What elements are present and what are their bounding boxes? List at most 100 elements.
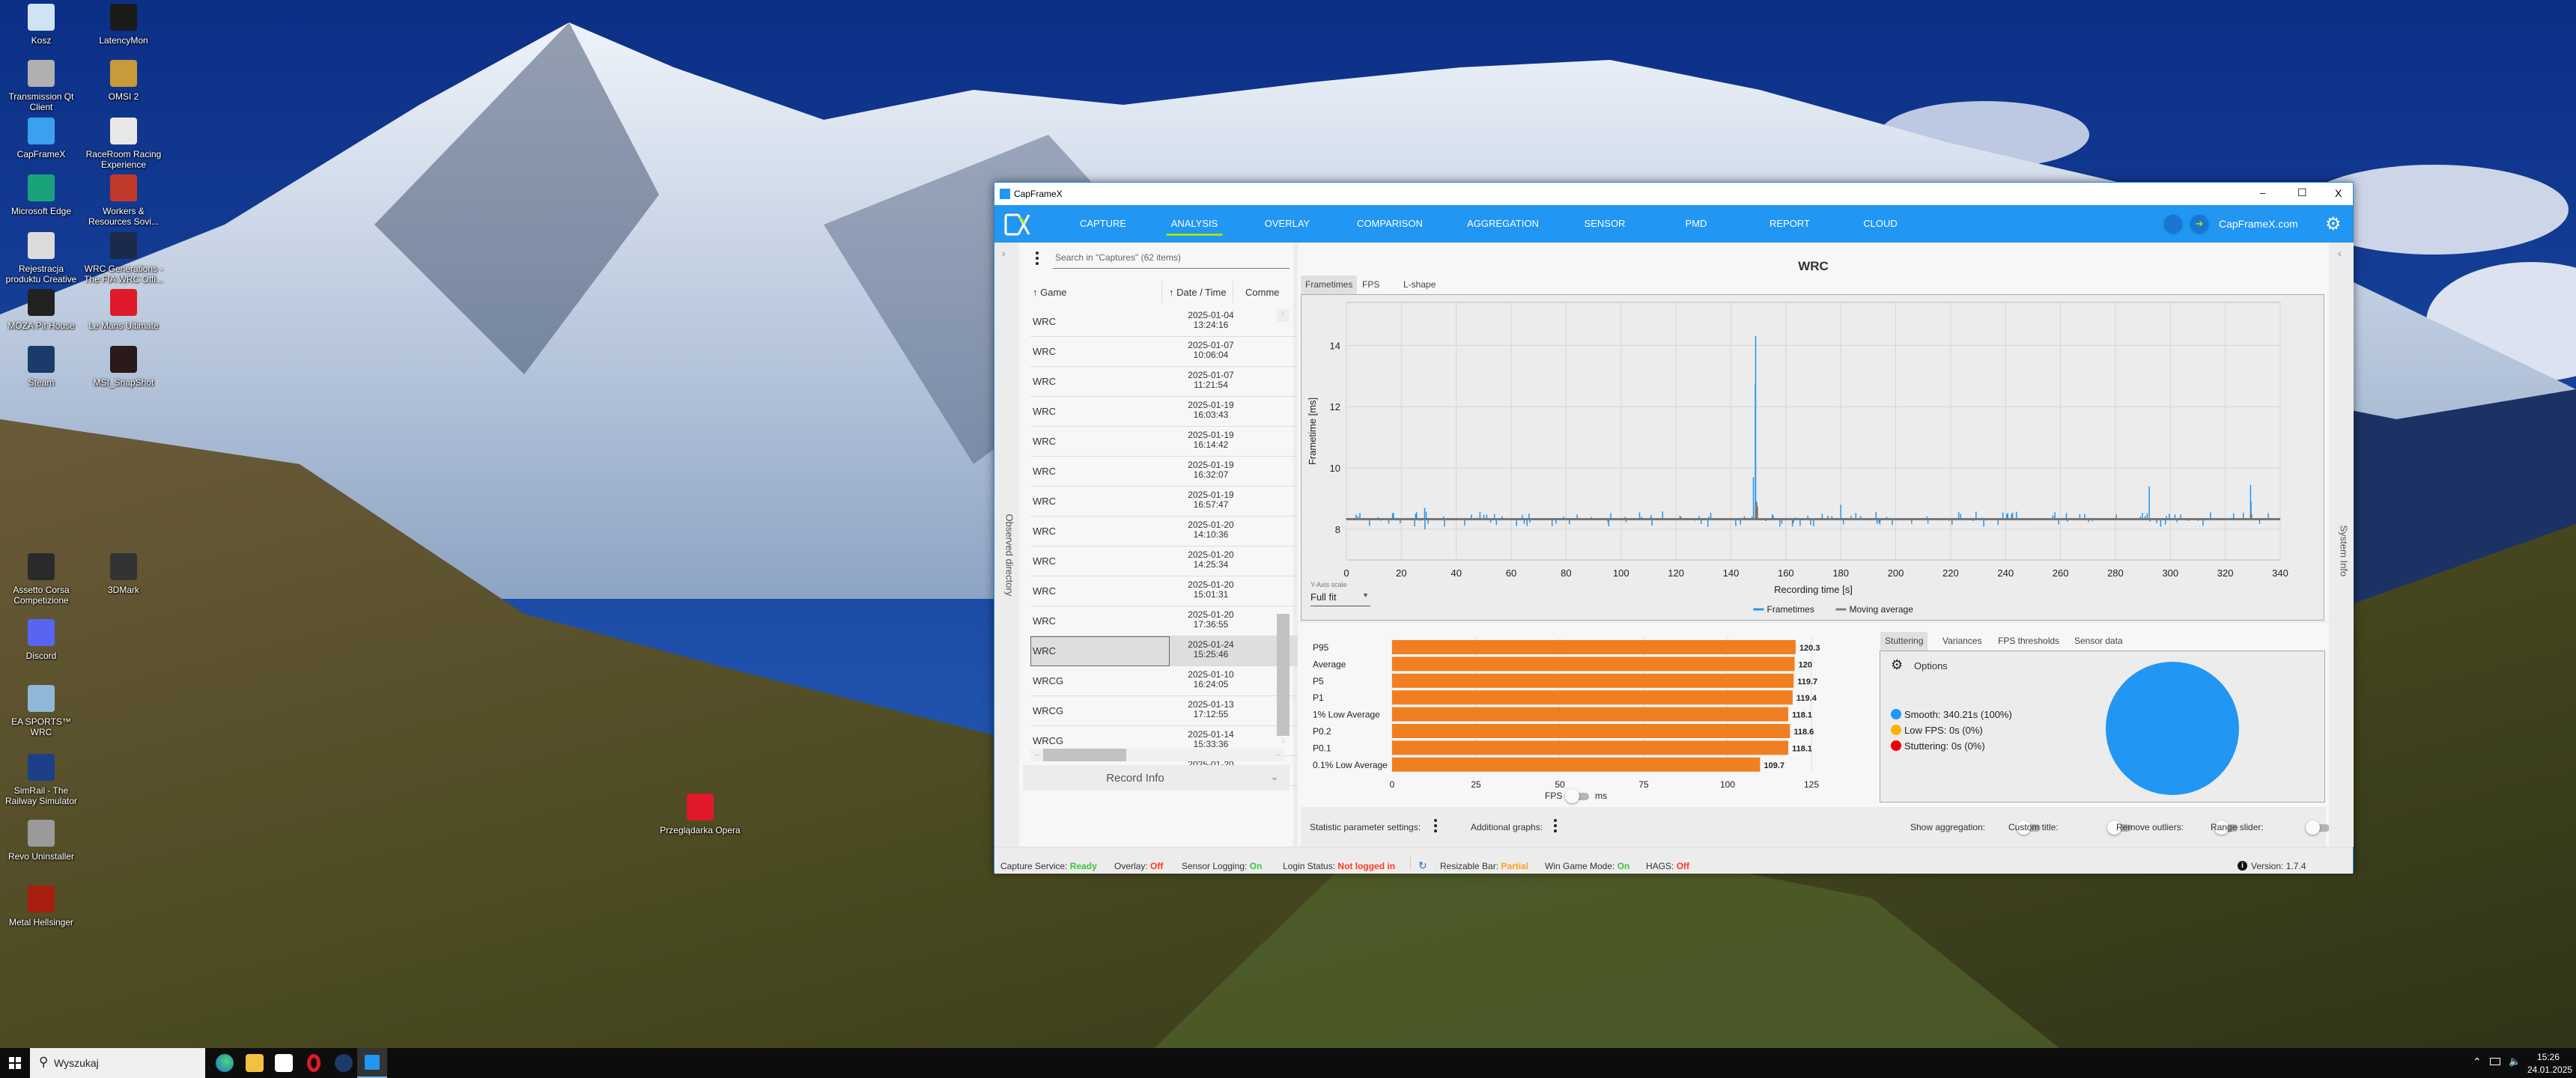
desktop-icon[interactable]: SimRail - The Railway Simulator [0,754,82,806]
table-row[interactable]: WRC 2025-01-07 10:06:04 [1030,337,1301,367]
desktop-icon[interactable]: Revo Uninstaller [0,820,82,862]
table-row[interactable]: WRC 2025-01-19 16:32:07 [1030,457,1301,487]
nav-overlay[interactable]: OVERLAY [1264,218,1310,229]
expand-chevron-icon[interactable]: › [1002,247,1006,259]
switch-toggle[interactable] [2017,820,2041,835]
settings-gear-icon[interactable]: ⚙ [2325,214,2342,234]
screenshot-button[interactable] [2164,215,2182,233]
start-button[interactable] [9,1057,21,1069]
table-row[interactable]: WRC 2025-01-19 16:14:42 [1030,427,1301,457]
refresh-icon[interactable]: ↻ [1418,859,1427,871]
table-row[interactable]: WRC 2025-01-07 11:21:54 [1030,367,1301,397]
desktop-icon[interactable]: MOZA Pit House [0,289,82,331]
login-button[interactable]: ➜ [2190,215,2208,233]
desktop-icon[interactable]: CapFrameX [0,118,82,159]
list-horizontal-scrollbar-thumb[interactable] [1043,749,1126,761]
desktop-icon[interactable]: Metal Hellsinger [0,886,82,928]
desktop-icon[interactable]: RaceRoom Racing Experience [82,118,165,170]
desktop-icon[interactable]: Microsoft Edge [0,174,82,216]
switch-toggle[interactable] [2107,820,2131,835]
tab-sensor-data[interactable]: Sensor data [2074,636,2123,646]
table-row[interactable]: WRC 2025-01-19 16:57:47 [1030,487,1301,517]
volume-icon[interactable]: 🔈 [2509,1056,2521,1067]
table-row[interactable]: WRC 2025-01-19 16:03:43 [1030,397,1301,427]
tray-chevron-icon[interactable]: ⌃ [2473,1056,2482,1068]
desktop-icon[interactable]: WRC Generations - The FIA WRC Offi... [82,232,165,284]
expand-chevron-icon[interactable]: ‹ [2338,247,2342,259]
options-gear-icon[interactable]: ⚙ [1891,657,1904,672]
list-scroll-down-button[interactable]: ↓ [1281,736,1286,745]
table-row[interactable]: WRC 2025-01-04 13:24:16 [1030,307,1301,337]
column-date-time[interactable]: ↑ Date / Time [1169,287,1227,298]
steam-taskbar-icon[interactable] [335,1054,353,1072]
network-icon[interactable] [2490,1058,2500,1065]
options-label[interactable]: Options [1914,660,1948,672]
nav-comparison[interactable]: COMPARISON [1357,218,1423,229]
desktop-icon[interactable]: Steam [0,346,82,388]
table-row[interactable]: WRCG 2025-01-10 16:24:05 [1030,666,1301,696]
observed-directory-strip[interactable]: › Observed directory [994,243,1019,847]
captures-search-input[interactable]: Search in "Captures" (62 items) [1053,249,1289,269]
switch-toggle[interactable] [2214,820,2238,835]
tab-fps[interactable]: FPS [1362,279,1380,290]
captures-menu-button[interactable] [1036,252,1039,267]
scroll-left-button[interactable]: ← [1033,749,1042,758]
capframex-taskbar-button[interactable] [357,1048,387,1078]
column-game[interactable]: ↑ Game [1033,287,1067,298]
clock-date[interactable]: 24.01.2025 [2527,1065,2573,1075]
table-row[interactable]: WRC 2025-01-20 14:25:34 [1030,546,1301,576]
tab-l-shape[interactable]: L-shape [1403,279,1436,290]
table-row[interactable]: WRC 2025-01-20 15:01:31 [1030,576,1301,606]
capframex-site-link[interactable]: CapFrameX.com [2219,218,2298,230]
desktop-icon[interactable]: Assetto Corsa Competizione [0,553,82,606]
tab-frametimes[interactable]: Frametimes [1301,275,1358,294]
switch-toggle[interactable] [2306,820,2330,835]
y-axis-scale-select[interactable]: Full fit ▼ [1310,591,1370,606]
scroll-right-button[interactable]: → [1274,749,1282,758]
record-info-expander[interactable]: Record Info ⌄ [1023,765,1289,791]
additional-graphs-button[interactable] [1554,819,1557,835]
table-row[interactable]: WRC 2025-01-24 15:25:46 [1030,636,1301,666]
desktop-icon[interactable]: Le Mans Ultimate [82,289,165,331]
desktop-icon[interactable]: Transmission Qt Client [0,60,82,112]
clock-time[interactable]: 15:26 [2537,1052,2560,1062]
tab-stuttering[interactable]: Stuttering [1880,632,1928,651]
taskbar-search-box[interactable]: ⚲ Wyszukaj [30,1048,205,1078]
nav-aggregation[interactable]: AGGREGATION [1467,218,1539,229]
store-taskbar-icon[interactable] [275,1054,293,1072]
list-vertical-scrollbar-thumb[interactable] [1277,614,1289,736]
statistic-parameter-settings-button[interactable] [1434,819,1437,835]
nav-report[interactable]: REPORT [1770,218,1810,229]
desktop-icon[interactable]: Przeglądarka Opera [659,794,741,835]
desktop-icon[interactable]: LatencyMon [82,4,165,46]
opera-taskbar-icon[interactable] [307,1054,321,1072]
column-comment[interactable]: Comme [1245,287,1280,298]
desktop-icon[interactable]: Discord [0,619,82,661]
fps-ms-toggle[interactable] [1565,789,1589,803]
desktop-icon[interactable]: EA SPORTS™ WRC [0,685,82,737]
table-row[interactable]: WRCG 2025-01-13 17:12:55 [1030,696,1301,726]
nav-capture[interactable]: CAPTURE [1079,218,1127,229]
maximize-button[interactable]: ☐ [2297,186,2307,198]
table-row[interactable]: WRC 2025-01-20 17:36:55 [1030,606,1301,636]
nav-pmd[interactable]: PMD [1685,218,1707,229]
desktop-icon[interactable]: OMSI 2 [82,60,165,102]
desktop-icon[interactable]: Rejestracja produktu Creative [0,232,82,284]
desktop-icon[interactable]: MSI_SnapShot [82,346,165,388]
nav-sensor[interactable]: SENSOR [1584,218,1626,229]
list-scroll-up-button[interactable]: ↑ [1277,309,1289,322]
nav-analysis[interactable]: ANALYSIS [1166,205,1222,243]
tab-variances[interactable]: Variances [1942,636,1982,646]
table-row[interactable]: WRC 2025-01-20 14:10:36 [1030,517,1301,546]
desktop-icon[interactable]: Workers & Resources Sovi... [82,174,165,227]
file-explorer-taskbar-icon[interactable] [246,1054,264,1072]
edge-taskbar-icon[interactable] [216,1054,234,1072]
table-row[interactable]: WRCG 2025-01-14 15:33:36 [1030,726,1301,756]
list-horizontal-scrollbar[interactable]: ← → [1030,749,1284,761]
system-info-strip[interactable]: ‹ System Info [2329,243,2354,847]
close-button[interactable]: X [2335,187,2342,199]
tab-fps-thresholds[interactable]: FPS thresholds [1998,636,2060,646]
nav-cloud[interactable]: CLOUD [1863,218,1898,229]
desktop-icon[interactable]: Kosz [0,4,82,46]
desktop-icon[interactable]: 3DMark [82,553,165,595]
